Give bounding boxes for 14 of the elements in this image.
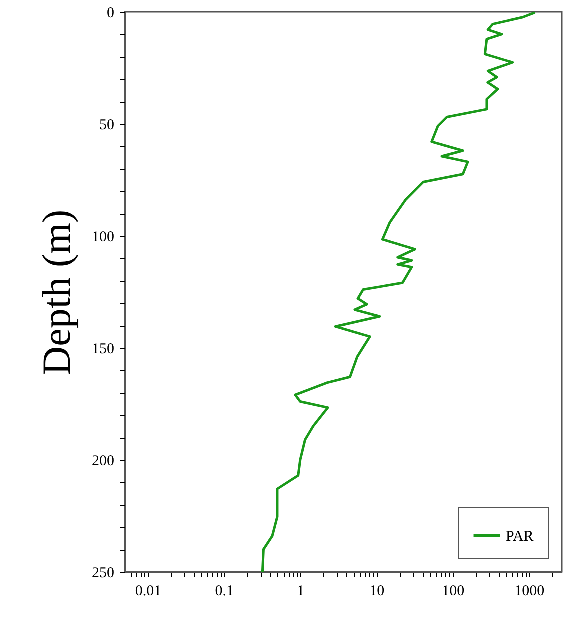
legend-label: PAR: [506, 529, 534, 545]
y-tick-label: 0: [107, 6, 114, 22]
x-tick-label: 0.1: [215, 584, 234, 600]
x-tick-label: 100: [442, 584, 465, 600]
x-tick-label: 1: [297, 584, 305, 600]
y-tick-label: 50: [100, 118, 114, 134]
y-tick-label: 200: [92, 454, 114, 470]
y-tick-label: 250: [92, 566, 114, 582]
y-tick-label: 150: [92, 342, 114, 358]
x-tick-label: 1000: [514, 584, 545, 600]
y-tick-label: 100: [92, 230, 114, 246]
x-tick-label: 10: [370, 584, 385, 600]
y-axis-title: Depth (m): [34, 210, 79, 376]
x-tick-label: 0.01: [135, 584, 162, 600]
